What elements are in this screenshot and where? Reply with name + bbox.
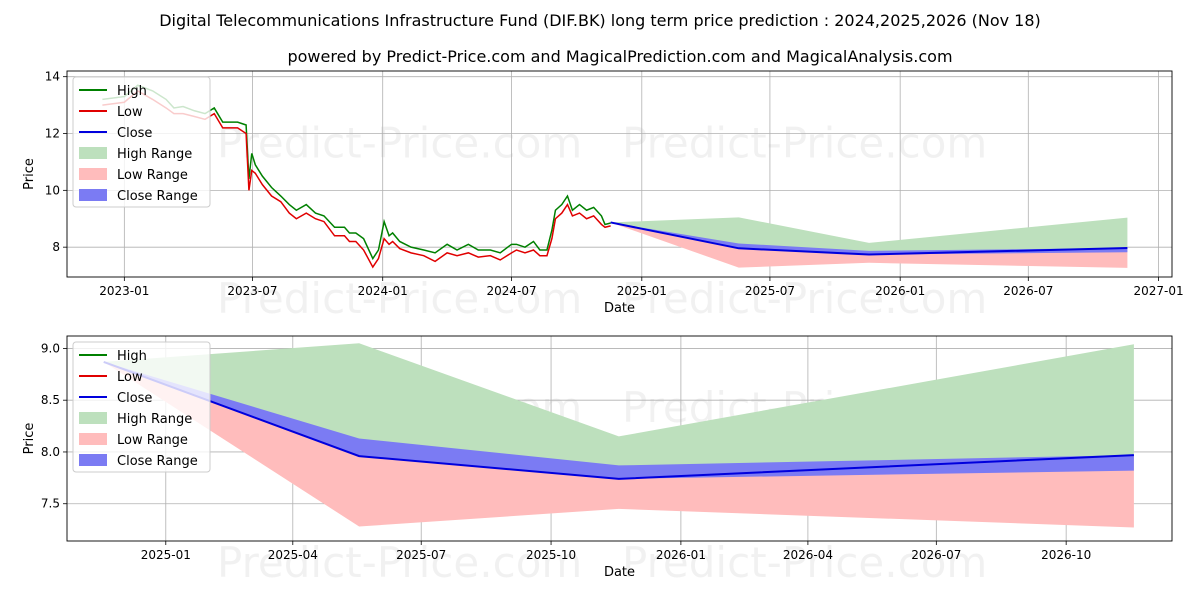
c1-x-tick-label: 2026-01	[875, 284, 925, 298]
c1-x-tick-label: 2023-07	[227, 284, 277, 298]
c1-x-tick-label: 2026-07	[1003, 284, 1053, 298]
c1-legend-label: Low Range	[117, 168, 188, 183]
c1-close-range-area	[610, 222, 1128, 255]
c2-legend-swatch	[79, 412, 107, 424]
chart-title: Digital Telecommunications Infrastructur…	[159, 11, 1041, 30]
c1-x-tick-label: 2024-07	[486, 284, 536, 298]
c2-x-axis-label: Date	[604, 565, 635, 580]
c1-legend-swatch	[79, 147, 107, 159]
c1-x-tick-label: 2025-01	[617, 284, 667, 298]
long-term-chart: Predict-Price.com Predict-Price.com Predic…	[22, 70, 1184, 323]
c2-watermark: Predict-Price.com	[622, 538, 987, 587]
c2-y-tick-label: 9.0	[41, 341, 60, 355]
c1-y-tick-label: 10	[45, 183, 60, 197]
c2-watermark: Predict-Price.com	[217, 538, 582, 587]
c1-y-tick-label: 8	[52, 240, 60, 254]
chart-subtitle: powered by Predict-Price.com and Magical…	[287, 47, 952, 66]
c2-x-tick-label: 2026-10	[1041, 548, 1091, 562]
c2-legend-label: Low	[117, 370, 143, 385]
c1-x-tick-label: 2024-01	[358, 284, 408, 298]
c1-legend-swatch	[79, 168, 107, 180]
c2-legend-label: High	[117, 349, 147, 364]
c1-legend	[72, 76, 211, 208]
c2-low-range-area	[103, 361, 1134, 528]
c2-legend	[72, 341, 211, 473]
c1-watermark: Predict-Price.com	[622, 119, 987, 168]
c1-x-axis-label: Date	[604, 301, 635, 316]
c1-y-tick-label: 14	[45, 70, 60, 84]
c1-x-tick-label: 2025-07	[745, 284, 795, 298]
c2-x-tick-label: 2025-01	[141, 548, 191, 562]
c2-legend-swatch	[79, 454, 107, 466]
c1-legend-label: Close Range	[117, 189, 198, 204]
c1-legend-label: High Range	[117, 147, 192, 162]
c1-axes-frame	[66, 70, 1173, 278]
c1-legend-label: High	[117, 84, 147, 99]
c1-legend-label: Close	[117, 126, 152, 141]
c2-x-tick-label: 2026-04	[783, 548, 833, 562]
c1-high-line	[102, 84, 611, 261]
c2-legend-label: Close	[117, 391, 152, 406]
c2-close-range-area	[103, 361, 1134, 479]
c2-legend-label: Close Range	[117, 454, 198, 469]
c2-x-tick-label: 2026-01	[656, 548, 706, 562]
c2-legend-label: High Range	[117, 412, 192, 427]
c2-legend-label: Low Range	[117, 433, 188, 448]
c2-x-tick-label: 2025-04	[268, 548, 318, 562]
c2-x-tick-label: 2025-10	[526, 548, 576, 562]
c2-y-axis-label: Price	[22, 423, 37, 455]
c1-low-range-area	[610, 222, 1128, 268]
c1-legend-label: Low	[117, 105, 143, 120]
c1-low-line	[102, 89, 611, 269]
c2-y-tick-label: 7.5	[41, 497, 60, 511]
c2-close-line	[103, 360, 1134, 480]
c1-legend-swatch	[79, 189, 107, 201]
c2-legend-swatch	[79, 433, 107, 445]
c1-x-tick-label: 2027-01	[1133, 284, 1183, 298]
c1-x-tick-label: 2023-01	[99, 284, 149, 298]
c1-close-line	[610, 221, 1128, 256]
c2-y-tick-label: 8.5	[41, 393, 60, 407]
c2-axes-frame	[66, 335, 1173, 542]
c1-y-tick-label: 12	[45, 127, 60, 141]
c2-x-tick-label: 2026-07	[911, 548, 961, 562]
forecast-chart: Predict-Price.comPredict-Price.comPredic…	[22, 335, 1173, 587]
c2-y-tick-label: 8.0	[41, 445, 60, 459]
c1-y-axis-label: Price	[22, 158, 37, 190]
c2-x-tick-label: 2025-07	[396, 548, 446, 562]
c1-watermark: Predict-Price.com	[217, 119, 582, 168]
c1-watermark: Predict-Price.com	[217, 274, 582, 323]
c1-watermark: Predict-Price.com	[622, 274, 987, 323]
